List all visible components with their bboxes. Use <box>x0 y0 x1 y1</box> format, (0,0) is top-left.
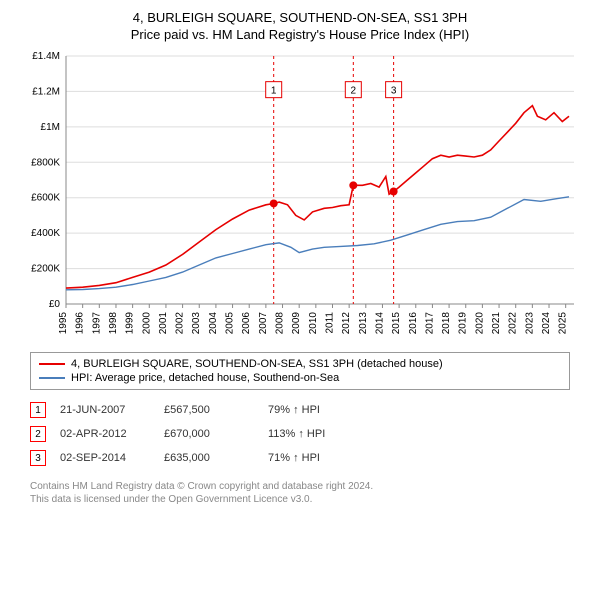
svg-text:£800K: £800K <box>31 157 60 168</box>
event-date: 02-SEP-2014 <box>60 452 150 464</box>
event-row: 3 02-SEP-2014 £635,000 71% ↑ HPI <box>30 446 570 470</box>
footer-line-2: This data is licensed under the Open Gov… <box>30 493 570 506</box>
svg-text:£1M: £1M <box>41 122 60 133</box>
svg-text:2012: 2012 <box>341 312 352 335</box>
svg-text:£1.2M: £1.2M <box>32 86 60 97</box>
chart-svg: £0 £200K £400K £600K £800K £1M £1.2M £1.4M 1995 1… <box>18 48 582 348</box>
event-row: 2 02-APR-2012 £670,000 113% ↑ HPI <box>30 422 570 446</box>
event-badge: 3 <box>30 450 46 466</box>
svg-text:2003: 2003 <box>191 312 202 335</box>
chart-title-address: 4, BURLEIGH SQUARE, SOUTHEND-ON-SEA, SS1… <box>18 10 582 25</box>
event-price: £670,000 <box>164 428 254 440</box>
legend-item: HPI: Average price, detached house, Sout… <box>39 371 561 385</box>
footer-line-1: Contains HM Land Registry data © Crown c… <box>30 480 570 493</box>
chart-plot: £0 £200K £400K £600K £800K £1M £1.2M £1.4M 1995 1… <box>18 48 582 348</box>
svg-text:1998: 1998 <box>108 312 119 335</box>
event-badge: 1 <box>30 402 46 418</box>
svg-text:1999: 1999 <box>125 312 136 335</box>
event-hpi: 113% ↑ HPI <box>268 428 325 440</box>
svg-text:£600K: £600K <box>31 193 60 204</box>
svg-text:2023: 2023 <box>524 312 535 335</box>
event-price: £635,000 <box>164 452 254 464</box>
svg-text:2: 2 <box>351 86 357 97</box>
legend: 4, BURLEIGH SQUARE, SOUTHEND-ON-SEA, SS1… <box>30 352 570 390</box>
svg-text:2021: 2021 <box>491 312 502 335</box>
svg-text:2001: 2001 <box>158 312 169 335</box>
svg-text:2010: 2010 <box>308 312 319 335</box>
svg-text:2022: 2022 <box>508 312 519 335</box>
svg-text:2005: 2005 <box>225 312 236 335</box>
events-table: 1 21-JUN-2007 £567,500 79% ↑ HPI 2 02-AP… <box>30 398 570 470</box>
svg-text:2000: 2000 <box>141 312 152 335</box>
event-price: £567,500 <box>164 404 254 416</box>
legend-swatch <box>39 377 65 379</box>
svg-text:2011: 2011 <box>324 312 335 334</box>
svg-text:2016: 2016 <box>408 312 419 335</box>
svg-text:£1.4M: £1.4M <box>32 51 60 62</box>
svg-text:2002: 2002 <box>175 312 186 335</box>
svg-text:2008: 2008 <box>275 312 286 335</box>
svg-text:2014: 2014 <box>374 312 385 335</box>
svg-text:1995: 1995 <box>58 312 69 335</box>
svg-text:2018: 2018 <box>441 312 452 335</box>
event-date: 02-APR-2012 <box>60 428 150 440</box>
chart-subtitle: Price paid vs. HM Land Registry's House … <box>18 27 582 42</box>
chart-container: 4, BURLEIGH SQUARE, SOUTHEND-ON-SEA, SS1… <box>0 0 600 514</box>
svg-text:£200K: £200K <box>31 264 60 275</box>
title-block: 4, BURLEIGH SQUARE, SOUTHEND-ON-SEA, SS1… <box>18 10 582 42</box>
svg-text:£0: £0 <box>49 299 61 310</box>
event-badge: 2 <box>30 426 46 442</box>
svg-text:1: 1 <box>271 86 277 97</box>
event-hpi: 79% ↑ HPI <box>268 404 320 416</box>
legend-label: HPI: Average price, detached house, Sout… <box>71 372 339 384</box>
footer-note: Contains HM Land Registry data © Crown c… <box>30 480 570 506</box>
svg-text:£400K: £400K <box>31 228 60 239</box>
event-date: 21-JUN-2007 <box>60 404 150 416</box>
legend-swatch <box>39 363 65 365</box>
svg-text:2015: 2015 <box>391 312 402 335</box>
svg-text:2006: 2006 <box>241 312 252 335</box>
svg-text:1997: 1997 <box>91 312 102 335</box>
svg-text:2019: 2019 <box>458 312 469 335</box>
svg-text:2017: 2017 <box>424 312 435 335</box>
svg-text:2024: 2024 <box>541 312 552 335</box>
legend-label: 4, BURLEIGH SQUARE, SOUTHEND-ON-SEA, SS1… <box>71 358 443 370</box>
legend-item: 4, BURLEIGH SQUARE, SOUTHEND-ON-SEA, SS1… <box>39 357 561 371</box>
svg-text:2025: 2025 <box>558 312 569 335</box>
svg-text:2009: 2009 <box>291 312 302 335</box>
event-row: 1 21-JUN-2007 £567,500 79% ↑ HPI <box>30 398 570 422</box>
svg-text:3: 3 <box>391 86 397 97</box>
svg-text:2004: 2004 <box>208 312 219 335</box>
svg-text:2013: 2013 <box>358 312 369 335</box>
svg-text:2020: 2020 <box>474 312 485 335</box>
svg-text:2007: 2007 <box>258 312 269 335</box>
svg-text:1996: 1996 <box>75 312 86 335</box>
event-hpi: 71% ↑ HPI <box>268 452 320 464</box>
